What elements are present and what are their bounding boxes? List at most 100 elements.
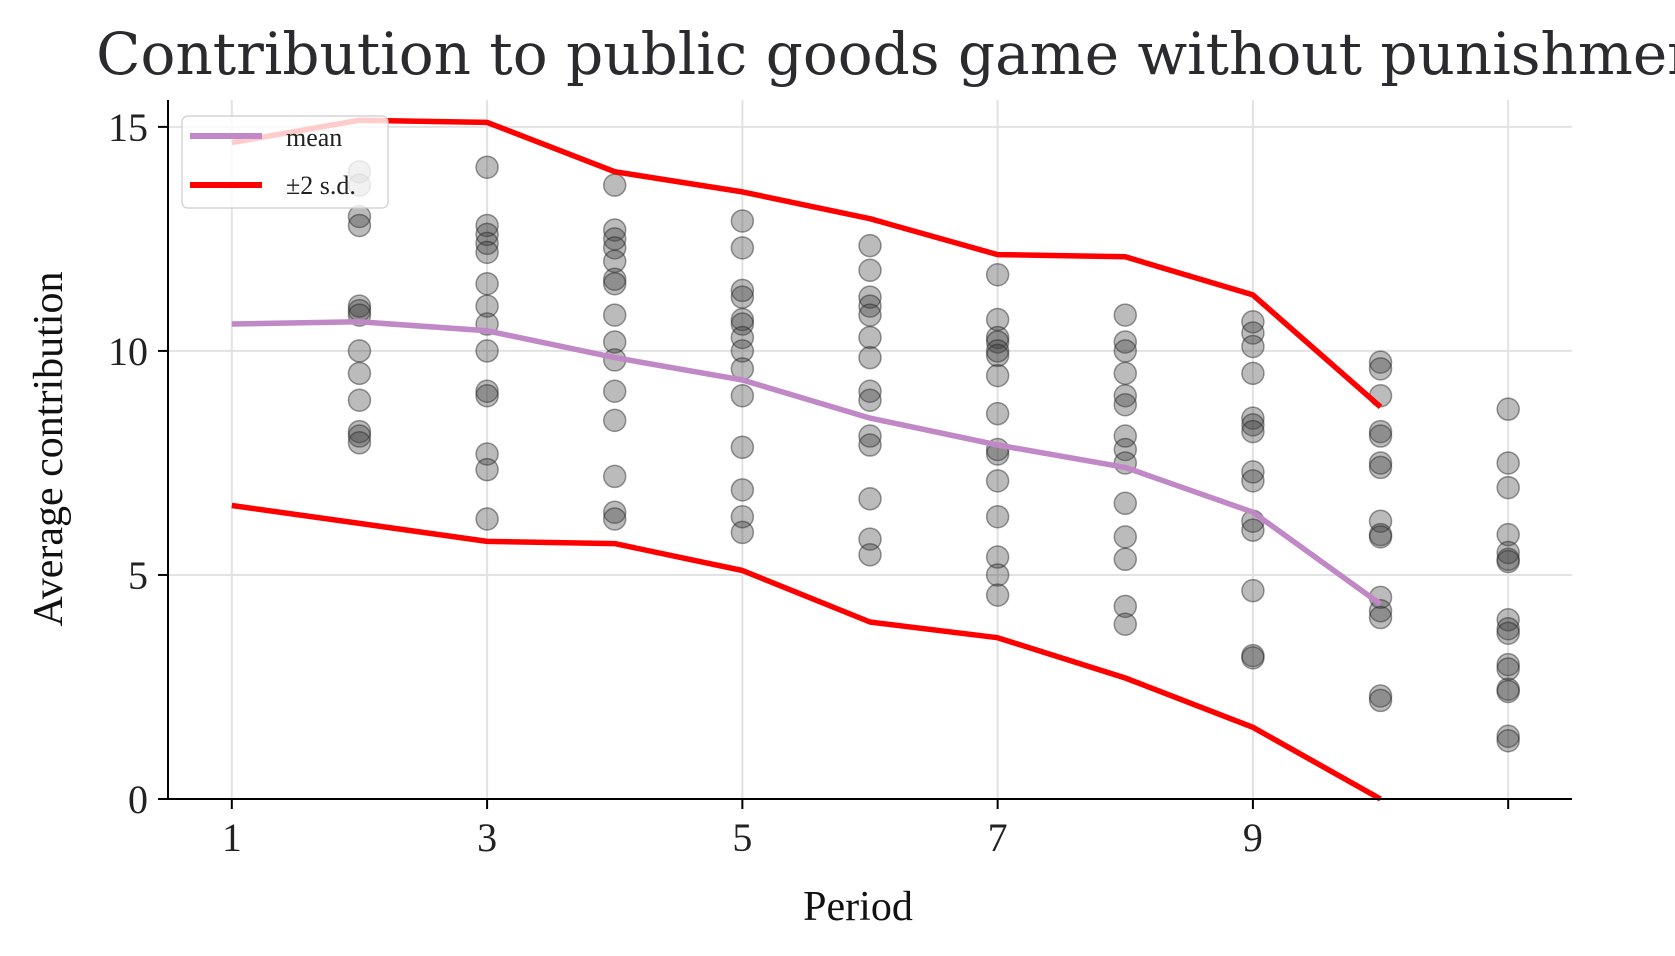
- scatter-point: [1496, 729, 1520, 753]
- x-axis-label: Period: [803, 884, 913, 930]
- scatter-point: [730, 478, 755, 502]
- scatter-point: [985, 330, 1010, 354]
- x-tick-label: 3: [477, 815, 497, 860]
- scatter-point: [1113, 547, 1138, 572]
- scatter-point: [1496, 608, 1520, 632]
- scatter-point: [1496, 724, 1520, 749]
- scatter-point: [858, 233, 882, 258]
- scatter-point: [347, 294, 372, 318]
- x-tick-label: 1: [222, 815, 242, 860]
- scatter-point: [602, 379, 627, 403]
- scatter-point: [1496, 475, 1520, 500]
- scatter-point: [1113, 339, 1138, 363]
- scatter-point: [985, 343, 1010, 368]
- scatter-point: [1496, 397, 1520, 421]
- scatter-point: [985, 339, 1010, 363]
- scatter-point: [730, 285, 755, 309]
- scatter-point: [1113, 612, 1138, 636]
- scatter-point: [858, 285, 882, 309]
- scatter-point: [602, 303, 627, 327]
- scatter-point: [475, 294, 499, 318]
- scatter-point: [858, 433, 882, 457]
- scatter-point: [858, 388, 882, 412]
- scatter-point: [1241, 460, 1265, 484]
- scatter-point: [1241, 469, 1265, 493]
- lower-sd-line: [231, 502, 1382, 802]
- scatter-point: [1241, 419, 1265, 444]
- scatter-point: [1241, 413, 1265, 437]
- scatter-point: [1113, 361, 1138, 386]
- scatter-point: [985, 363, 1010, 388]
- scatter-point: [602, 249, 627, 274]
- scatter-point: [1368, 522, 1393, 547]
- scatter-point: [347, 419, 372, 444]
- y-tick-label: 10: [108, 329, 148, 374]
- legend-box: [181, 115, 389, 209]
- scatter-point: [475, 379, 499, 403]
- scatter-point: [347, 213, 372, 238]
- scatter-point: [1496, 677, 1520, 701]
- scatter-point: [730, 383, 755, 408]
- scatter-point: [985, 325, 1010, 350]
- scatter-point: [1496, 540, 1520, 565]
- scatter-point: [1368, 599, 1393, 623]
- scatter-point: [347, 431, 372, 455]
- scatter-point: [475, 240, 499, 265]
- scatter-point: [730, 312, 755, 336]
- series-lines: [231, 117, 1383, 802]
- scatter-point: [1241, 334, 1265, 359]
- x-tick-label: 7: [988, 815, 1008, 860]
- scatter-point: [730, 209, 755, 233]
- scatter-point: [347, 339, 372, 363]
- scatter-point: [1113, 525, 1138, 549]
- scatter-point: [1496, 547, 1520, 572]
- axis-ticks: 1 3 5 7 9 0 5 10 15: [108, 105, 1510, 860]
- y-tick-label: 15: [108, 105, 148, 150]
- scatter-point: [730, 504, 755, 529]
- y-axis-label: Average contribution: [26, 272, 72, 627]
- scatter-point: [1496, 621, 1520, 645]
- scatter-point: [1496, 679, 1520, 704]
- scatter-point: [985, 563, 1010, 587]
- scatter-point: [985, 469, 1010, 493]
- scatter-point: [347, 424, 372, 448]
- legend-label-sd: ±2 s.d.: [286, 171, 356, 200]
- scatter-point: [730, 236, 755, 260]
- scatter-point: [730, 278, 755, 303]
- scatter-point: [1241, 578, 1265, 603]
- scatter-point: [475, 442, 499, 466]
- scatter-point: [858, 543, 882, 567]
- scatter-point: [858, 379, 882, 403]
- scatter-point: [985, 307, 1010, 332]
- scatter-point: [858, 424, 882, 448]
- scatter-point: [1368, 451, 1393, 475]
- upper-sd-line: [231, 117, 1383, 409]
- scatter-point: [1113, 303, 1138, 327]
- scatter-point: [858, 258, 882, 283]
- scatter-point: [1368, 605, 1393, 630]
- mean-line: [231, 319, 1383, 607]
- scatter-point: [347, 361, 372, 386]
- scatter-point: [985, 545, 1010, 569]
- scatter-point: [1241, 361, 1265, 386]
- scatter-point: [347, 388, 372, 412]
- scatter-point: [602, 267, 627, 291]
- scatter-point: [602, 507, 627, 531]
- scatter-point: [1368, 525, 1393, 549]
- scatter-point: [1368, 688, 1393, 713]
- scatter-point: [1241, 518, 1265, 542]
- scatter-point: [1368, 509, 1393, 533]
- scatter-point: [858, 345, 882, 370]
- y-tick-label: 5: [128, 553, 148, 598]
- scatter-point: [858, 294, 882, 318]
- scatter-point: [1241, 310, 1265, 334]
- legend-label-mean: mean: [286, 123, 342, 152]
- scatter-point: [730, 325, 755, 350]
- scatter-point: [475, 457, 499, 482]
- scatter-points: [347, 155, 1520, 753]
- scatter-point: [1368, 419, 1393, 444]
- scatter-point: [475, 339, 499, 363]
- scatter-point: [602, 227, 627, 251]
- legend: mean ±2 s.d.: [181, 115, 389, 209]
- scatter-point: [475, 507, 499, 531]
